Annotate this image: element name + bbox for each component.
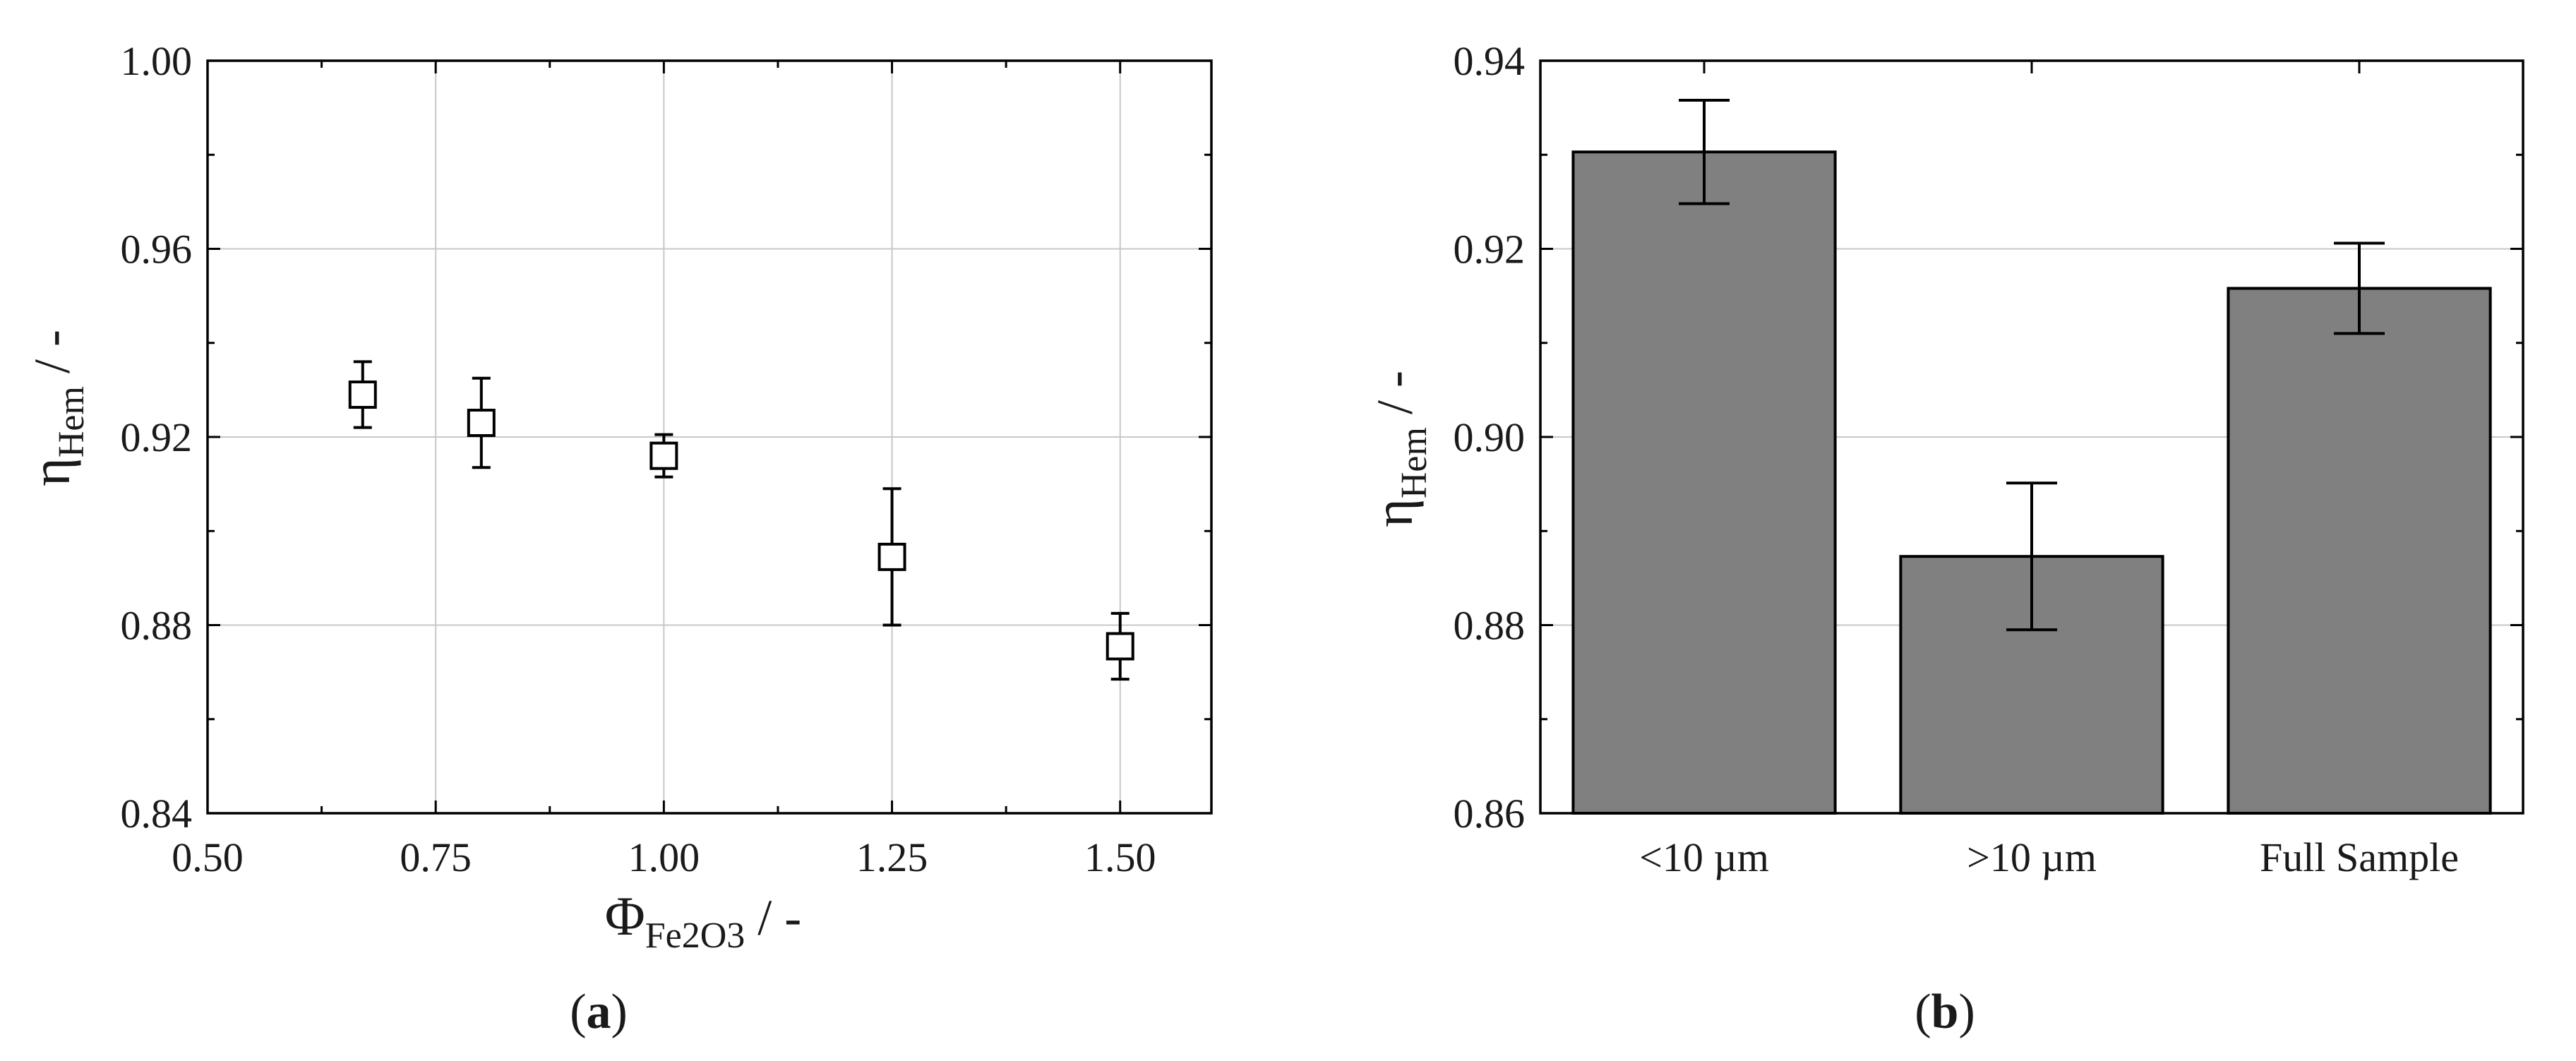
plot-frame [1539, 59, 2524, 815]
grid-lines [208, 61, 1211, 813]
data-markers [348, 360, 1134, 681]
x-axis-label: ΦFe2O3 / - [605, 885, 802, 956]
y-tick-label: 0.94 [1454, 38, 1526, 84]
y-axis-label: ηHem / - [20, 330, 92, 486]
bar [1571, 150, 1837, 815]
y-tick-label: 0.86 [1454, 791, 1526, 837]
x-tick-labels: 0.50 0.75 1.00 1.25 1.50 [172, 834, 1156, 880]
plot-frame [206, 59, 1213, 815]
x-tick-label: 1.00 [628, 834, 700, 880]
error-bars [1679, 98, 2385, 632]
chart-panel-a: 0.84 0.88 0.92 0.96 1.00 0.50 0.75 1.00 1.25 1.5… [20, 38, 1213, 1039]
x-tick-labels: <10 µm >10 µm Full Sample [1639, 834, 2459, 880]
data-point [348, 380, 377, 409]
panel-label-a: (a) [570, 985, 628, 1039]
data-point [877, 542, 906, 571]
y-tick-label: 0.92 [121, 414, 193, 460]
x-tick-label: 0.75 [400, 834, 472, 880]
y-tick-label: 1.00 [121, 38, 193, 84]
y-tick-label: 0.96 [121, 227, 193, 272]
x-tick-label: >10 µm [1967, 834, 2097, 880]
panel-label-b: (b) [1915, 985, 1975, 1039]
chart-panel-b: 0.86 0.88 0.90 0.92 0.94 <10 µm >10 µm Full Sa… [1362, 38, 2524, 1039]
y-tick-labels: 0.86 0.88 0.90 0.92 0.94 [1454, 38, 1526, 837]
data-point [649, 441, 678, 470]
x-tick-label: Full Sample [2260, 834, 2459, 880]
x-tick-label: 1.25 [856, 834, 928, 880]
x-tick-label: 1.50 [1084, 834, 1156, 880]
y-tick-label: 0.88 [1454, 603, 1526, 649]
x-tick-label: 0.50 [172, 834, 244, 880]
data-point [1106, 632, 1134, 661]
x-tick-label: <10 µm [1639, 834, 1769, 880]
y-axis-label: ηHem / - [1362, 371, 1434, 527]
y-tick-label: 0.90 [1454, 414, 1526, 460]
data-point [467, 409, 496, 438]
y-tick-label: 0.88 [121, 603, 193, 649]
y-tick-label: 0.92 [1454, 227, 1526, 272]
y-tick-labels: 0.84 0.88 0.92 0.96 1.00 [121, 38, 193, 837]
y-tick-label: 0.84 [121, 791, 193, 837]
bar [2227, 287, 2492, 815]
